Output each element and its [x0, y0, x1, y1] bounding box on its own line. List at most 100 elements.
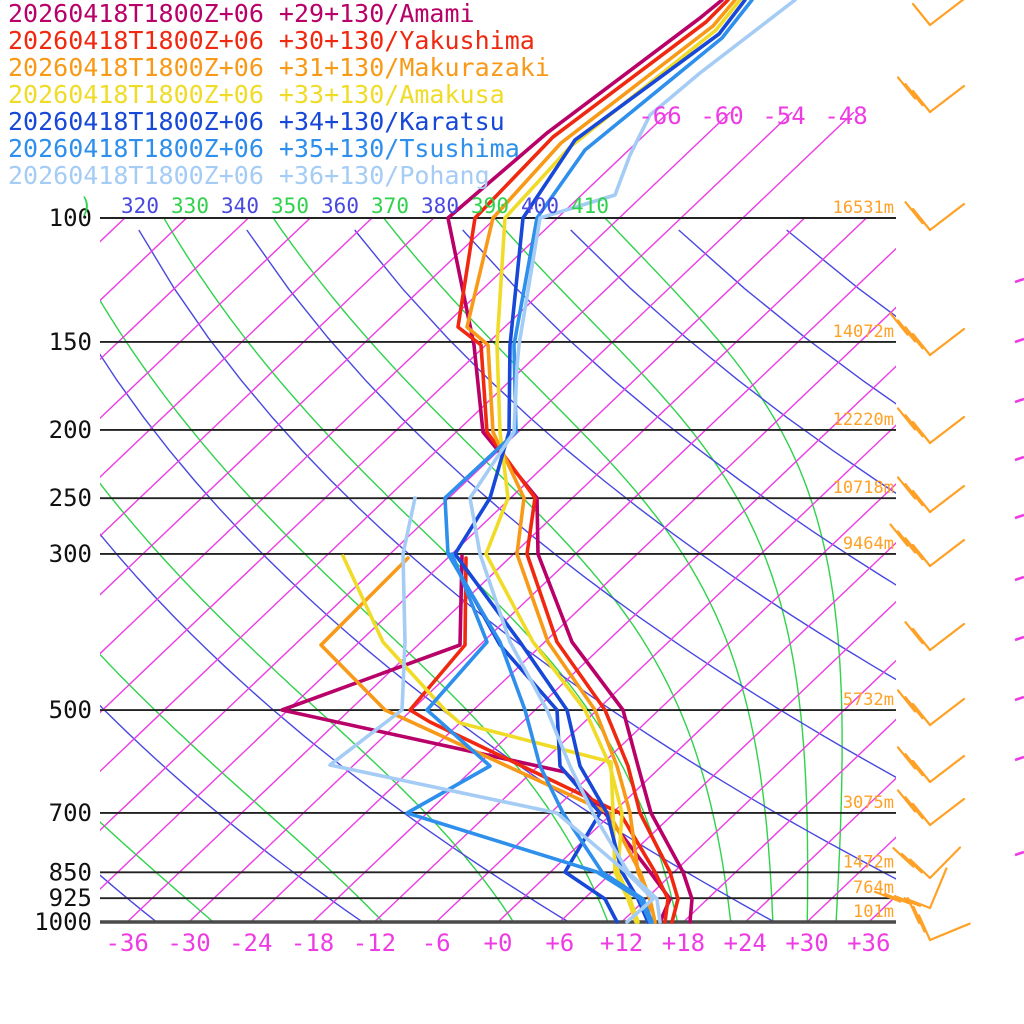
isotherm-line [556, 112, 670, 218]
isotherm-line [621, 659, 896, 922]
isotherm-line [100, 218, 558, 655]
temperature-trace-tsushima [443, 0, 754, 924]
wind-barb [896, 76, 966, 114]
pressure-label: 150 [49, 328, 92, 356]
isotherm-line [100, 218, 249, 361]
isotherm-line [100, 218, 806, 891]
height-label: 16531m [833, 198, 894, 218]
legend-item: 20260418T1800Z+06 +33+130/Amakusa [8, 80, 505, 109]
wind-barb [889, 312, 966, 357]
moist-adiabat [272, 218, 732, 922]
edge-tick [1014, 695, 1024, 702]
isotherm-line [559, 600, 896, 922]
pressure-label: 700 [49, 799, 92, 827]
wind-barb [911, 0, 965, 27]
edge-tick [1014, 455, 1024, 462]
legend-item: 20260418T1800Z+06 +31+130/Makurazaki [8, 53, 550, 82]
height-label: 3075m [843, 793, 894, 813]
isotherm-extension [556, 112, 855, 218]
wind-barb [896, 789, 966, 827]
legend-item: 20260418T1800Z+06 +35+130/Tsushima [8, 134, 520, 163]
isotherm-label: -54 [762, 102, 805, 130]
height-label: 5732m [843, 690, 894, 710]
temp-label: +30 [785, 929, 828, 957]
wind-barb [896, 476, 966, 514]
isotherm-line [742, 112, 855, 218]
dry-adiabat [462, 229, 896, 586]
wind-barb [906, 897, 971, 942]
isotherm-line [100, 218, 744, 832]
dry-adiabat [246, 229, 896, 779]
temperature-trace-yakushima [456, 0, 730, 924]
height-label: 764m [853, 878, 894, 898]
temperature-trace-makurazaki [465, 0, 737, 924]
theta-label: 410 [571, 194, 609, 218]
legend-item: 20260418T1800Z+06 +34+130/Karatsu [8, 107, 505, 136]
temp-label: -6 [422, 929, 451, 957]
isotherm-line [680, 112, 793, 218]
moist-adiabat [493, 218, 809, 922]
temp-label: -12 [353, 929, 396, 957]
pressure-label: 850 [49, 858, 92, 886]
wind-barb [892, 846, 962, 880]
wind-barb [896, 746, 966, 784]
moist-adiabat [100, 653, 384, 922]
edge-tick [1014, 397, 1024, 404]
wind-barb [904, 201, 966, 232]
moist-adiabat [382, 218, 774, 922]
legend-item: 20260418T1800Z+06 +29+130/Amami [8, 0, 475, 28]
wind-barb [904, 621, 966, 652]
dry-adiabat [100, 533, 570, 922]
theta-label: 340 [221, 194, 259, 218]
isotherm-line [100, 218, 188, 302]
pressure-label: 250 [49, 484, 92, 512]
temp-label: -24 [229, 929, 272, 957]
dewpoint-trace-yakushima [408, 556, 670, 924]
edge-tick [1014, 277, 1024, 284]
moist-adiabat [100, 482, 515, 922]
temp-label: -30 [167, 929, 210, 957]
wind-barb [896, 407, 966, 445]
height-label: 1472m [843, 852, 894, 872]
temperature-trace-amakusa [484, 0, 742, 924]
isotherm-line [188, 247, 896, 922]
temperature-trace-amami [446, 0, 724, 924]
wind-barb [889, 523, 966, 568]
isotherm-line [126, 218, 867, 922]
dewpoint-trace-amakusa [341, 554, 638, 924]
dry-adiabat [100, 874, 158, 922]
dewpoint-trace-pohang [328, 496, 655, 924]
temp-label: +12 [600, 929, 643, 957]
theta-label: 400 [521, 194, 559, 218]
isotherm-label: -48 [824, 102, 867, 130]
isotherm-line [100, 218, 682, 773]
theta-label: 370 [371, 194, 409, 218]
edge-tick [1014, 575, 1024, 582]
edge-tick [1014, 635, 1024, 642]
sounding-legend: 20260418T1800Z+06 +29+130/Amami 20260418… [8, 0, 550, 189]
pressure-label: 1000 [34, 908, 92, 936]
isotherm-line [100, 218, 497, 596]
temp-label: +0 [484, 929, 513, 957]
isotherm-line [312, 365, 896, 922]
moist-adiabat [100, 299, 609, 922]
dry-adiabat [100, 704, 364, 922]
dry-adiabat [354, 229, 896, 681]
temp-label: -18 [291, 929, 334, 957]
moist-adiabat [100, 821, 215, 922]
moist-adiabat [604, 218, 843, 922]
pressure-label: 200 [49, 416, 92, 444]
temp-label: +6 [545, 929, 574, 957]
pressure-label: 300 [49, 540, 92, 568]
temp-label: -36 [106, 929, 149, 957]
theta-label: 380 [421, 194, 459, 218]
legend-item: 20260418T1800Z+06 +36+130/Pohang [8, 161, 490, 190]
isotherm-line [682, 718, 896, 922]
isotherm-line [744, 777, 896, 922]
temp-label: +24 [724, 929, 767, 957]
theta-label: 360 [321, 194, 359, 218]
temperature-trace-pohang [468, 0, 797, 924]
legend-item: 20260418T1800Z+06 +30+130/Yakushima [8, 26, 535, 55]
